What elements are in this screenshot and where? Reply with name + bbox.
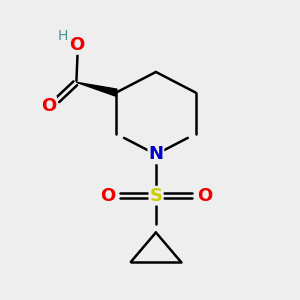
Text: N: N: [148, 146, 164, 164]
Text: S: S: [149, 187, 162, 205]
Text: O: O: [69, 36, 84, 54]
Text: O: O: [41, 97, 56, 115]
Polygon shape: [76, 82, 117, 96]
Text: O: O: [197, 187, 212, 205]
Text: O: O: [100, 187, 115, 205]
Text: H: H: [57, 29, 68, 43]
